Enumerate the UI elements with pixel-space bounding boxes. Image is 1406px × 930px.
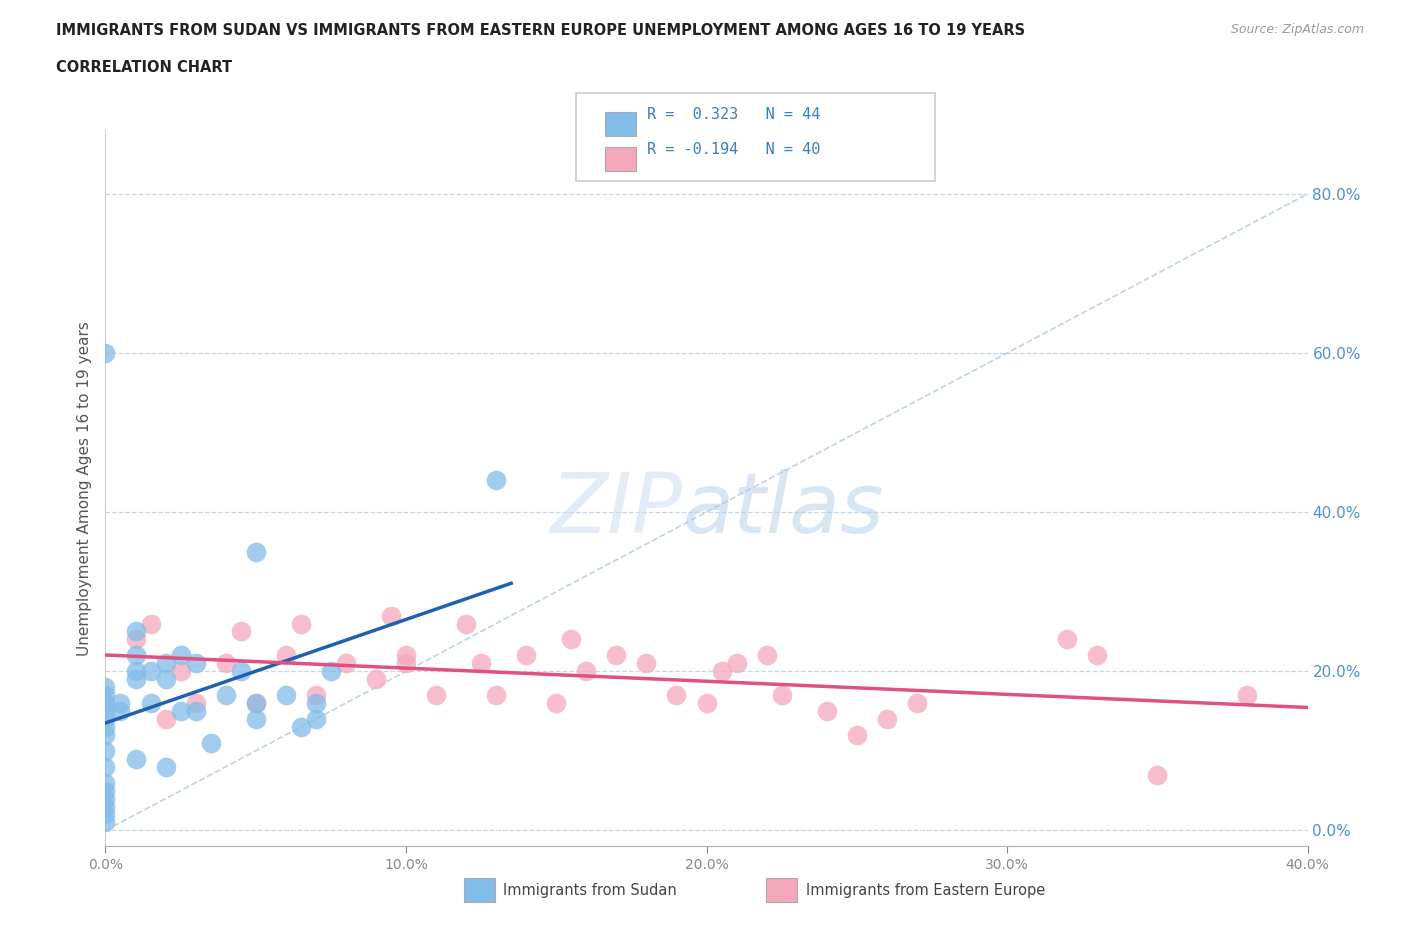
Point [94, 711, 117, 726]
Y-axis label: Unemployment Among Ages 16 to 19 years: Unemployment Among Ages 16 to 19 years [77, 321, 93, 656]
Point [1056, 632, 1078, 647]
Point [124, 671, 146, 686]
Point [184, 656, 207, 671]
Point [665, 687, 688, 702]
Point [755, 648, 778, 663]
Point [94, 743, 117, 758]
Point [364, 671, 387, 686]
Point [94, 791, 117, 806]
Point [245, 696, 267, 711]
Point [94, 815, 117, 830]
Point [1146, 767, 1168, 782]
Point [200, 736, 222, 751]
Point [169, 704, 191, 719]
Point [546, 696, 568, 711]
Point [290, 616, 312, 631]
Point [214, 656, 236, 671]
Point [169, 648, 191, 663]
Point [395, 648, 418, 663]
Point [94, 720, 117, 735]
Point [1236, 687, 1258, 702]
Point [94, 696, 117, 711]
Text: ZIP: ZIP [551, 470, 682, 551]
Point [454, 616, 477, 631]
Point [605, 648, 627, 663]
Point [110, 704, 132, 719]
Point [124, 664, 146, 679]
Point [124, 751, 146, 766]
Point [710, 664, 733, 679]
Text: R = -0.194   N = 40: R = -0.194 N = 40 [647, 142, 820, 157]
Point [94, 783, 117, 798]
Point [485, 687, 508, 702]
Point [395, 656, 418, 671]
Point [94, 776, 117, 790]
Point [245, 711, 267, 726]
Point [725, 656, 748, 671]
Point [905, 696, 928, 711]
Point [1085, 648, 1108, 663]
Point [876, 711, 898, 726]
Point [425, 687, 447, 702]
Point [274, 648, 297, 663]
Point [229, 624, 252, 639]
Point [94, 807, 117, 822]
Point [470, 656, 492, 671]
Point [335, 656, 357, 671]
Point [184, 696, 207, 711]
Point [139, 616, 162, 631]
Text: Source: ZipAtlas.com: Source: ZipAtlas.com [1230, 23, 1364, 36]
Point [770, 687, 793, 702]
Text: atlas: atlas [682, 470, 884, 551]
Point [815, 704, 838, 719]
Point [94, 346, 117, 361]
Point [155, 711, 177, 726]
Point [94, 680, 117, 695]
Point [94, 799, 117, 814]
Text: Immigrants from Eastern Europe: Immigrants from Eastern Europe [806, 884, 1045, 898]
Text: IMMIGRANTS FROM SUDAN VS IMMIGRANTS FROM EASTERN EUROPE UNEMPLOYMENT AMONG AGES : IMMIGRANTS FROM SUDAN VS IMMIGRANTS FROM… [56, 23, 1025, 38]
Point [184, 704, 207, 719]
Point [305, 687, 328, 702]
Point [155, 656, 177, 671]
Point [305, 711, 328, 726]
Text: CORRELATION CHART: CORRELATION CHART [56, 60, 232, 75]
Point [124, 624, 146, 639]
Point [124, 632, 146, 647]
Point [274, 687, 297, 702]
Point [169, 664, 191, 679]
Point [229, 664, 252, 679]
Point [245, 544, 267, 559]
Point [845, 727, 868, 742]
Point [124, 648, 146, 663]
Text: R =  0.323   N = 44: R = 0.323 N = 44 [647, 107, 820, 122]
Point [560, 632, 582, 647]
Point [696, 696, 718, 711]
Point [139, 664, 162, 679]
Text: Immigrants from Sudan: Immigrants from Sudan [503, 884, 678, 898]
Point [94, 704, 117, 719]
Point [380, 608, 402, 623]
Point [515, 648, 537, 663]
Point [94, 687, 117, 702]
Point [110, 696, 132, 711]
Point [139, 696, 162, 711]
Point [155, 759, 177, 774]
Point [94, 727, 117, 742]
Point [290, 720, 312, 735]
Point [305, 696, 328, 711]
Point [319, 664, 342, 679]
Point [214, 687, 236, 702]
Point [575, 664, 598, 679]
Point [155, 671, 177, 686]
Point [485, 472, 508, 487]
Point [245, 696, 267, 711]
Point [636, 656, 658, 671]
Point [94, 759, 117, 774]
